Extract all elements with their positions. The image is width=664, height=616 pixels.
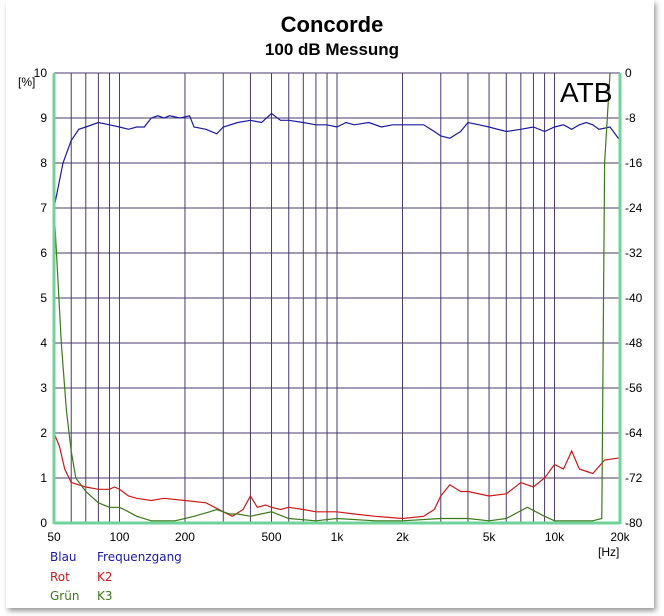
y-tick-label-right: -40	[625, 291, 643, 305]
y-tick-label-right: -72	[625, 471, 643, 485]
atb-watermark: ATB	[560, 77, 612, 108]
y-tick-label-left: 9	[40, 111, 47, 125]
y-tick-label-left: 1	[40, 471, 47, 485]
legend-label: K2	[97, 570, 113, 584]
x-tick-label: 2k	[396, 530, 410, 544]
y-axis-label: [%]	[18, 75, 35, 89]
y-tick-label-right: -8	[625, 111, 636, 125]
series-line-frequenzgang	[53, 112, 621, 209]
y-tick-label-left: 7	[40, 201, 47, 215]
series-line-k3	[53, 72, 611, 522]
legend-item-blue: Blau Frequenzgang	[50, 550, 182, 564]
y-tick-label-right: 0	[625, 66, 632, 80]
y-tick-label-right: -16	[625, 156, 643, 170]
x-tick-label: 500	[262, 530, 282, 544]
x-tick-label: 20k	[610, 530, 630, 544]
legend-item-green: Grün K3	[50, 589, 113, 603]
legend-item-red: Rot K2	[50, 570, 113, 584]
y-tick-label-right: -64	[625, 426, 643, 440]
legend-color-name: Blau	[50, 550, 77, 564]
y-tick-label-right: -32	[625, 246, 643, 260]
y-tick-label-left: 6	[40, 246, 47, 260]
y-tick-label-right: -56	[625, 381, 643, 395]
x-tick-label: 50	[47, 530, 61, 544]
y-tick-label-left: 5	[40, 291, 47, 305]
y-tick-label-right: -80	[625, 516, 643, 530]
chart-subtitle: 100 dB Messung	[264, 40, 400, 59]
y-tick-label-left: 4	[40, 336, 47, 350]
x-tick-label: 5k	[483, 530, 497, 544]
y-tick-label-left: 10	[34, 66, 48, 80]
y-tick-label-left: 0	[40, 516, 47, 530]
x-tick-label: 1k	[331, 530, 345, 544]
legend-label: K3	[97, 589, 113, 603]
x-tick-label: 200	[175, 530, 195, 544]
y-tick-label-left: 2	[40, 426, 47, 440]
x-tick-label: 100	[109, 530, 129, 544]
legend-color-name: Grün	[50, 589, 80, 603]
y-tick-label-left: 8	[40, 156, 47, 170]
y-tick-label-right: -24	[625, 201, 643, 215]
chart-frame	[6, 0, 654, 608]
legend-color-name: Rot	[50, 570, 70, 584]
legend-label: Frequenzgang	[97, 550, 182, 564]
x-axis-label: [Hz]	[598, 545, 619, 559]
series-line-k2	[53, 432, 621, 520]
x-tick-label: 10k	[545, 530, 565, 544]
chart-title: Concorde	[280, 12, 384, 37]
y-tick-label-right: -48	[625, 336, 643, 350]
y-tick-label-left: 3	[40, 381, 47, 395]
